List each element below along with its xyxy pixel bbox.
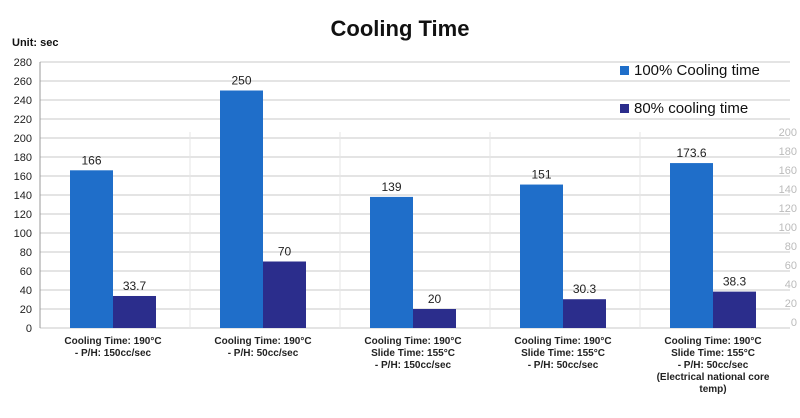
bar (113, 295, 156, 328)
y-tick-label: 180 (14, 152, 32, 164)
category-label: - P/H: 50cc/sec (228, 348, 299, 359)
data-label: 70 (278, 245, 292, 259)
data-label: 166 (81, 153, 101, 167)
right-tick-label: 180 (779, 146, 797, 158)
right-tick-label: 60 (785, 260, 797, 272)
bar (263, 261, 306, 328)
bar (563, 299, 606, 328)
data-label: 20 (428, 292, 442, 306)
legend: 100% Cooling time 80% cooling time (620, 62, 760, 117)
bar (520, 184, 563, 328)
y-tick-label: 100 (14, 228, 32, 240)
category-label: - P/H: 50cc/sec (528, 360, 599, 371)
category-label: Cooling Time: 190°C (664, 336, 761, 347)
category-label: - P/H: 150cc/sec (375, 360, 452, 371)
right-tick-label: 120 (779, 203, 797, 215)
y-tick-label: 140 (14, 190, 32, 202)
bars (70, 90, 756, 328)
y-tick-label: 80 (20, 247, 32, 259)
unit-label: Unit: sec (12, 37, 58, 49)
category-label: (Electrical national core (657, 372, 770, 383)
category-label: Cooling Time: 190°C (364, 336, 461, 347)
category-label: Cooling Time: 190°C (514, 336, 611, 347)
y-tick-label: 120 (14, 209, 32, 221)
right-axis: 0 20 40 60 80 100 120 140 160 180 200 (779, 127, 797, 329)
category-label: - P/H: 50cc/sec (678, 360, 749, 371)
category-label: Cooling Time: 190°C (214, 336, 311, 347)
category-labels: Cooling Time: 190°C- P/H: 150cc/secCooli… (64, 336, 769, 395)
right-tick-label: 140 (779, 184, 797, 196)
bar (670, 163, 713, 328)
y-tick-label: 40 (20, 285, 32, 297)
right-tick-label: 80 (785, 241, 797, 253)
category-label: Slide Time: 155°C (371, 348, 455, 359)
category-label: Cooling Time: 190°C (64, 336, 161, 347)
right-tick-label: 200 (779, 127, 797, 139)
legend-label: 80% cooling time (634, 100, 748, 117)
legend-swatch (620, 66, 629, 75)
bar (70, 170, 113, 328)
category-label: Slide Time: 155°C (671, 348, 755, 359)
right-tick-label: 100 (779, 222, 797, 234)
bar (413, 309, 456, 328)
data-label: 173.6 (676, 146, 706, 160)
category-label: Slide Time: 155°C (521, 348, 605, 359)
y-tick-label: 240 (14, 95, 32, 107)
right-tick-label: 160 (779, 165, 797, 177)
category-label: temp) (699, 384, 726, 395)
right-tick-label: 40 (785, 279, 797, 291)
legend-label: 100% Cooling time (634, 62, 760, 79)
data-label: 33.7 (123, 279, 147, 293)
y-tick-label: 0 (26, 323, 32, 335)
y-tick-label: 220 (14, 114, 32, 126)
y-tick-label: 20 (20, 304, 32, 316)
y-tick-label: 160 (14, 171, 32, 183)
bar (713, 291, 756, 328)
y-tick-label: 60 (20, 266, 32, 278)
data-label: 139 (381, 180, 401, 194)
data-label: 38.3 (723, 275, 747, 289)
data-labels: 166 33.7 250 70 139 20 151 30.3 173.6 38.3 (81, 74, 746, 307)
data-label: 250 (231, 74, 251, 88)
legend-swatch (620, 104, 629, 113)
data-label: 151 (531, 168, 551, 182)
y-tick-label: 200 (14, 133, 32, 145)
data-label: 30.3 (573, 282, 597, 296)
right-tick-label: 20 (785, 298, 797, 310)
category-label: - P/H: 150cc/sec (75, 348, 152, 359)
bar (370, 196, 413, 328)
bar (220, 90, 263, 328)
y-axis: 0 20 40 60 80 100 120 140 160 180 200 220 240 260 280 (14, 57, 41, 335)
y-tick-label: 280 (14, 57, 32, 69)
gridlines (40, 61, 790, 329)
right-tick-label: 0 (791, 317, 797, 329)
y-tick-label: 260 (14, 76, 32, 88)
chart-title: Cooling Time (331, 16, 470, 41)
